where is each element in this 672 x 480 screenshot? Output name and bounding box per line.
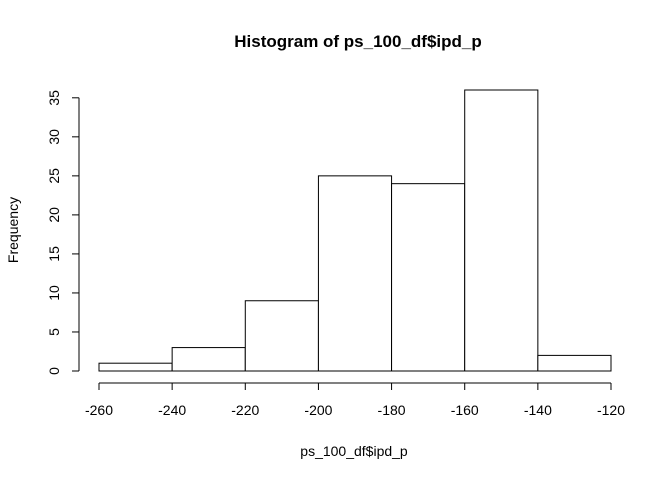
y-tick-label-7: 35 xyxy=(46,90,62,106)
histogram-bar-3 xyxy=(317,175,393,372)
histogram-bar-6 xyxy=(537,354,612,372)
chart-title: Histogram of ps_100_df$ipd_p xyxy=(234,32,482,51)
y-tick-label-1: 5 xyxy=(46,328,62,336)
histogram-bar-5 xyxy=(464,89,539,372)
y-tick-label-2: 10 xyxy=(46,285,62,301)
y-tick-label-4: 20 xyxy=(46,207,62,223)
x-tick-label-2: -220 xyxy=(231,402,259,418)
y-tick-label-3: 15 xyxy=(46,246,62,262)
x-tick-label-1: -240 xyxy=(158,402,186,418)
y-tick-label-0: 0 xyxy=(46,367,62,375)
x-tick-label-3: -200 xyxy=(304,402,332,418)
x-tick-label-6: -140 xyxy=(524,402,552,418)
x-axis-label: ps_100_df$ipd_p xyxy=(300,443,408,459)
histogram-bar-1 xyxy=(171,347,246,372)
histogram-bars xyxy=(98,89,612,372)
x-axis: -260 -240 -220 -200 -180 -160 -140 -120 xyxy=(85,382,625,418)
x-tick-label-5: -160 xyxy=(451,402,479,418)
histogram-bar-4 xyxy=(391,183,466,372)
x-tick-label-7: -120 xyxy=(597,402,625,418)
y-axis: 0 5 10 15 20 25 30 35 xyxy=(46,90,80,375)
histogram-bar-2 xyxy=(244,300,319,372)
y-tick-label-5: 25 xyxy=(46,168,62,184)
x-tick-label-0: -260 xyxy=(85,402,113,418)
histogram-bar-0 xyxy=(98,362,173,372)
x-tick-label-4: -180 xyxy=(378,402,406,418)
y-axis-label: Frequency xyxy=(5,197,21,263)
y-tick-label-6: 30 xyxy=(46,129,62,145)
